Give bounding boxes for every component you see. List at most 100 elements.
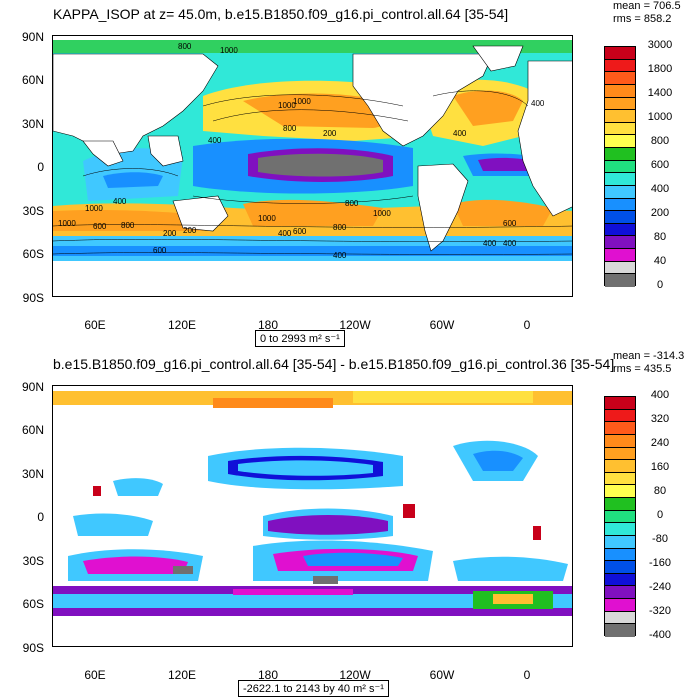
lat-label: 90S [22,291,44,305]
contour-label: 400 [531,99,545,108]
colorbar-label: 320 [650,413,670,425]
contour-label: 600 [293,227,307,236]
colorbar-swatch [605,97,635,111]
colorbar-label: 400 [650,183,670,195]
colorbar-swatch [605,447,635,461]
contour-label: 400 [503,239,517,248]
colorbar-swatch [605,535,635,549]
contour-label: 400 [208,136,222,145]
colorbar-label: -320 [648,605,672,617]
colorbar-label: 800 [650,135,670,147]
colorbar-label: -80 [652,533,668,545]
lon-label: 120E [167,318,197,332]
colorbar-label: 40 [653,255,667,267]
colorbar-swatch [605,573,635,587]
contour-label: 1000 [373,209,391,218]
colorbar-label: 1000 [647,111,673,123]
contour-label: 1000 [220,46,238,55]
colorbar-swatch [605,72,635,85]
colorbar-swatch [605,624,635,637]
colorbar [604,396,636,637]
colorbar-swatch [605,611,635,625]
range-label: -2622.1 to 2143 by 40 m² s⁻¹ [238,680,389,697]
colorbar-label: -240 [648,581,672,593]
colorbar-swatch [605,211,635,224]
lon-label: 60W [429,668,455,682]
colorbar-label: 1800 [647,63,673,75]
range-label: 0 to 2993 m² s⁻¹ [255,330,345,347]
contour-label: 600 [153,246,167,255]
lon-label: 120E [167,668,197,682]
lat-label: 30S [22,204,44,218]
top-map-panel: KAPPA_ISOP at z= 45.0m, b.e15.B1850.f09_… [21,0,681,347]
contour-label: 1000 [278,101,296,110]
mean-value: mean = -314.3 [613,350,685,362]
colorbar-swatch [605,261,635,275]
lat-label: 30N [21,467,44,481]
contour-label: 400 [453,129,467,138]
lon-label: 0 [523,318,531,332]
colorbar-label: 200 [650,207,670,219]
colorbar-swatch [605,122,635,136]
contour-label: 1000 [85,204,103,213]
colorbar-swatch [605,84,635,98]
rms-value: rms = 435.5 [613,363,672,375]
contour-label: 400 [333,251,347,260]
contour-label: 400 [278,229,292,238]
contour-label: 800 [178,42,192,51]
kappa-isop-map: 800 1000 1000 800 400 200 400 1000 1000 … [52,35,573,297]
contour-label: 800 [283,124,297,133]
colorbar-swatch [605,59,635,73]
colorbar-swatch [605,173,635,186]
lon-label: 0 [523,668,531,682]
contour-label: 400 [483,239,497,248]
lat-label: 30N [21,117,44,131]
contour-label: 600 [93,222,107,231]
lon-label: 120W [339,668,371,682]
panel-title: b.e15.B1850.f09_g16.pi_control.all.64 [3… [53,356,615,372]
contour-label: 800 [333,223,347,232]
colorbar-swatch [605,561,635,574]
colorbar-label: 160 [650,461,670,473]
colorbar-swatch [605,510,635,524]
lon-label: 60E [84,668,106,682]
contour-label: 1000 [258,214,276,223]
colorbar-label: 240 [650,437,670,449]
colorbar-label: 600 [650,159,670,171]
contour-label: 600 [503,219,517,228]
colorbar [604,46,636,287]
colorbar-swatch [605,409,635,423]
colorbar-swatch [605,236,635,249]
colorbar-label: 80 [653,485,667,497]
panel-title: KAPPA_ISOP at z= 45.0m, b.e15.B1850.f09_… [53,6,509,22]
contour-label: 400 [113,197,127,206]
difference-field [53,386,572,646]
mean-value: mean = 706.5 [613,0,681,12]
contour-label: 1000 [293,97,311,106]
colorbar-swatch [605,434,635,448]
colorbar-swatch [605,47,635,60]
kappa-isop-field: 800 1000 1000 800 400 200 400 1000 1000 … [53,36,572,296]
contour-label: 800 [345,199,359,208]
colorbar-swatch [605,160,635,174]
colorbar-swatch [605,274,635,287]
lat-label: 90S [22,641,44,655]
colorbar-label: -400 [648,629,672,641]
colorbar-label: 0 [656,509,664,521]
difference-map [52,385,573,647]
colorbar-swatch [605,397,635,410]
colorbar-label: -160 [648,557,672,569]
stats-block: mean = -314.3 rms = 435.5 [613,350,684,376]
colorbar-swatch [605,422,635,435]
colorbar-swatch [605,485,635,498]
colorbar-swatch [605,135,635,148]
lat-label: 90N [21,30,44,44]
contour-label: 200 [183,226,197,235]
colorbar-label: 400 [650,389,670,401]
lon-label: 60W [429,318,455,332]
lon-label: 120W [339,318,371,332]
colorbar-swatch [605,249,635,262]
colorbar-swatch [605,472,635,486]
colorbar-swatch [605,223,635,237]
colorbar-swatch [605,198,635,212]
